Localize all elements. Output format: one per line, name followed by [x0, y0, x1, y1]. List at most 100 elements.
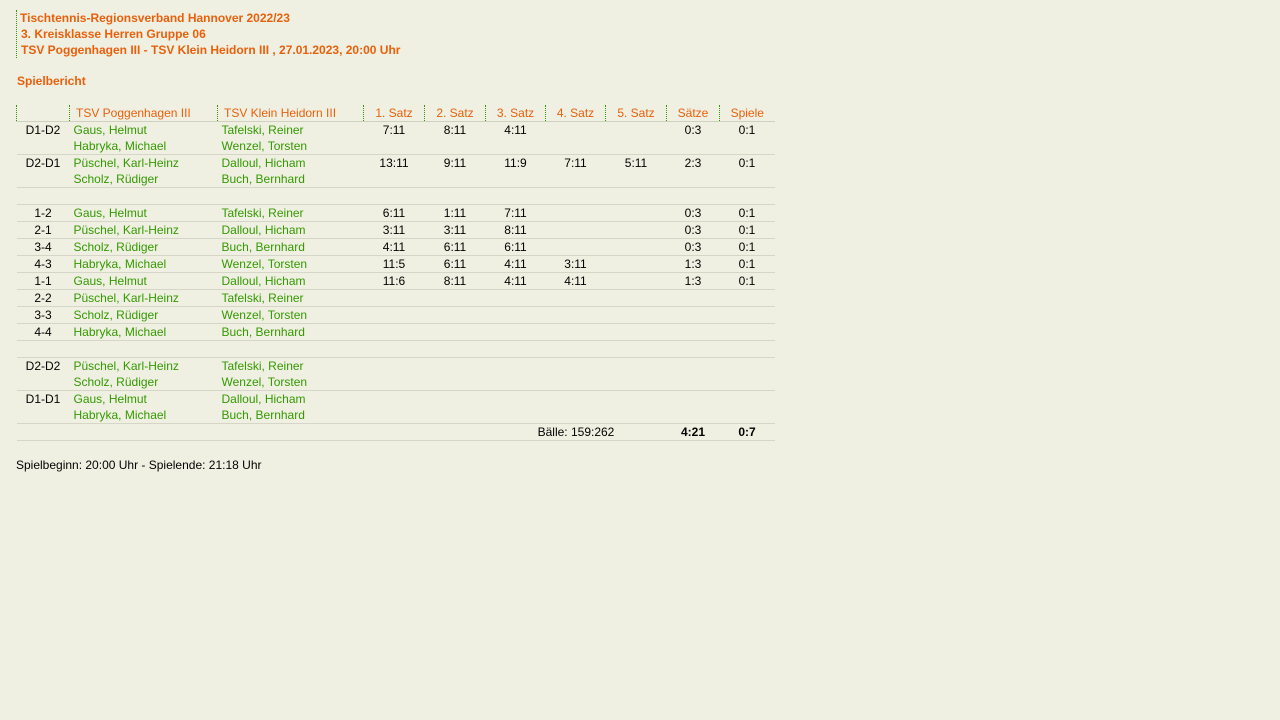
- player-name: Habryka, Michael: [73, 408, 167, 422]
- home-players: Habryka, Michael: [69, 255, 218, 273]
- player-name: Buch, Bernhard: [221, 172, 305, 186]
- match-row: 1-2 Gaus, Helmut Tafelski, Reiner 6:11 1:11 7…: [16, 204, 775, 222]
- games-result: 0:1: [719, 221, 775, 239]
- set-score: [424, 390, 486, 424]
- set-score: [605, 306, 667, 324]
- match-row: 3-4 Scholz, Rüdiger Buch, Bernhard 4:11 6:11…: [16, 238, 775, 256]
- player-name: Habryka, Michael: [73, 139, 167, 153]
- set-score: 11:5: [363, 255, 425, 273]
- player-name: Gaus, Helmut: [73, 274, 147, 288]
- report-header: Tischtennis-Regionsverband Hannover 2022…: [16, 10, 400, 58]
- set-score: [605, 272, 667, 290]
- pairing: 4-3: [16, 255, 70, 273]
- match-times: Spielbeginn: 20:00 Uhr - Spielende: 21:1…: [16, 458, 262, 472]
- away-players: Tafelski, Reiner: [217, 204, 364, 222]
- pairing: D1-D2: [16, 121, 70, 155]
- pairing: 2-1: [16, 221, 70, 239]
- pairing: D2-D1: [16, 154, 70, 188]
- player-name: Wenzel, Torsten: [221, 257, 308, 271]
- set-score: [485, 323, 546, 341]
- match-row: D1-D1 Gaus, Helmut Habryka, Michael Dalloul…: [16, 390, 775, 424]
- match-row: 2-2 Püschel, Karl-Heinz Tafelski, Reiner: [16, 289, 775, 307]
- match-row: 3-3 Scholz, Rüdiger Wenzel, Torsten: [16, 306, 775, 324]
- player-name: Scholz, Rüdiger: [73, 308, 159, 322]
- set-score: [363, 306, 425, 324]
- player-name: Habryka, Michael: [73, 325, 167, 339]
- games-result: 0:1: [719, 154, 775, 188]
- set-score: 7:11: [363, 121, 425, 155]
- set-score: [363, 323, 425, 341]
- totals-spacer: [16, 423, 486, 441]
- match-row: 4-4 Habryka, Michael Buch, Bernhard: [16, 323, 775, 341]
- set-score: [485, 357, 546, 391]
- pairing: 1-2: [16, 204, 70, 222]
- player-name: Tafelski, Reiner: [221, 206, 304, 220]
- player-name: Buch, Bernhard: [221, 240, 305, 254]
- away-players: Wenzel, Torsten: [217, 255, 364, 273]
- player-name: Dalloul, Hicham: [221, 392, 306, 406]
- set-score: 5:11: [605, 154, 667, 188]
- sets-result: [666, 323, 720, 341]
- pairing: D1-D1: [16, 390, 70, 424]
- sets-result: 2:3: [666, 154, 720, 188]
- set-score: 7:11: [545, 154, 606, 188]
- away-players: Wenzel, Torsten: [217, 306, 364, 324]
- games-result: 0:1: [719, 121, 775, 155]
- set-score: 6:11: [424, 238, 486, 256]
- games-result: [719, 289, 775, 307]
- home-players: Püschel, Karl-Heinz: [69, 221, 218, 239]
- away-players: Dalloul, Hicham: [217, 221, 364, 239]
- spacer-cell: [16, 187, 775, 205]
- set-score: [485, 390, 546, 424]
- pairing: 2-2: [16, 289, 70, 307]
- set-score: 8:11: [485, 221, 546, 239]
- match-row: 1-1 Gaus, Helmut Dalloul, Hicham 11:6 8:11 4:…: [16, 272, 775, 290]
- player-name: Scholz, Rüdiger: [73, 375, 159, 389]
- match-title: TSV Poggenhagen III - TSV Klein Heidorn …: [21, 43, 401, 57]
- set-score: 3:11: [363, 221, 425, 239]
- set-score: 13:11: [363, 154, 425, 188]
- player-name: Gaus, Helmut: [73, 206, 147, 220]
- home-players: Gaus, Helmut: [69, 272, 218, 290]
- pairing: 3-4: [16, 238, 70, 256]
- sets-result: [666, 289, 720, 307]
- player-name: Püschel, Karl-Heinz: [73, 359, 179, 373]
- player-name: Püschel, Karl-Heinz: [73, 223, 179, 237]
- player-name: Habryka, Michael: [73, 257, 167, 271]
- league-title: 3. Kreisklasse Herren Gruppe 06: [21, 27, 206, 41]
- set-score: [605, 323, 667, 341]
- set-score: [424, 323, 486, 341]
- set-score: 9:11: [424, 154, 486, 188]
- games-result: 0:1: [719, 272, 775, 290]
- player-name: Wenzel, Torsten: [221, 375, 308, 389]
- set-score: 3:11: [424, 221, 486, 239]
- set-score: [605, 204, 667, 222]
- set-score: 11:9: [485, 154, 546, 188]
- player-name: Püschel, Karl-Heinz: [73, 156, 179, 170]
- sets-result: 0:3: [666, 204, 720, 222]
- column-header: TSV Poggenhagen III: [69, 105, 218, 122]
- player-name: Dalloul, Hicham: [221, 223, 306, 237]
- player-name: Tafelski, Reiner: [221, 291, 304, 305]
- section-title: Spielbericht: [17, 74, 86, 88]
- player-name: Buch, Bernhard: [221, 408, 305, 422]
- set-score: [424, 289, 486, 307]
- set-score: [545, 204, 606, 222]
- set-score: 8:11: [424, 121, 486, 155]
- set-score: 4:11: [485, 272, 546, 290]
- away-players: Tafelski, Reiner Wenzel, Torsten: [217, 357, 364, 391]
- set-score: [545, 323, 606, 341]
- spacer-row: [16, 340, 775, 358]
- home-players: Gaus, Helmut: [69, 204, 218, 222]
- match-row: D1-D2 Gaus, Helmut Habryka, Michael Tafelsk…: [16, 121, 775, 155]
- match-row: 2-1 Püschel, Karl-Heinz Dalloul, Hicham 3:1…: [16, 221, 775, 239]
- set-score: [424, 357, 486, 391]
- sets-result: [666, 306, 720, 324]
- sets-result: 0:3: [666, 238, 720, 256]
- set-score: 4:11: [485, 255, 546, 273]
- set-score: 4:11: [485, 121, 546, 155]
- set-score: [545, 390, 606, 424]
- home-players: Püschel, Karl-Heinz Scholz, Rüdiger: [69, 154, 218, 188]
- away-players: Tafelski, Reiner: [217, 289, 364, 307]
- match-row: D2-D1 Püschel, Karl-Heinz Scholz, Rüdiger D…: [16, 154, 775, 188]
